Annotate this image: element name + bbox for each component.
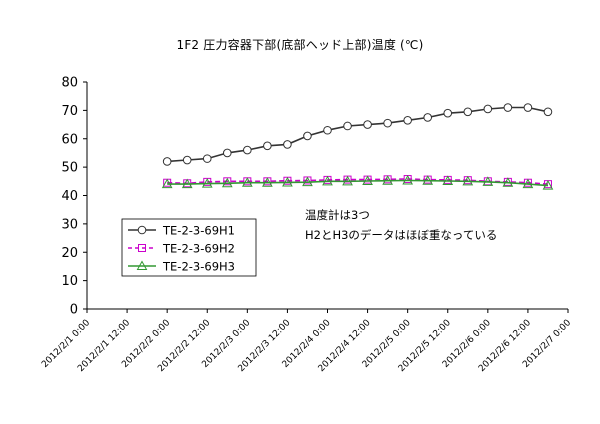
point-TE-2-3-69H3-6 — [282, 176, 293, 187]
point-TE-2-3-69H3-12 — [402, 174, 414, 185]
y-tick-label-6: 60 — [61, 132, 78, 147]
point-TE-2-3-69H3-18 — [522, 178, 534, 189]
series-line-TE-2-3-69H3 — [167, 179, 549, 187]
point-TE-2-3-69H3-13 — [422, 175, 434, 185]
point-TE-2-3-69H1-18 — [523, 103, 533, 112]
annotation-thermometer-count: 温度計は3つ — [305, 208, 370, 222]
legend-label-TE-2-3-69H2: TE-2-3-69H2 — [162, 242, 235, 256]
y-tick-label-1: 10 — [61, 274, 78, 289]
point-TE-2-3-69H1-17 — [503, 103, 513, 112]
point-TE-2-3-69H3-9 — [342, 175, 353, 186]
y-tick-label-2: 20 — [61, 246, 78, 261]
point-TE-2-3-69H1-2 — [202, 154, 212, 163]
point-TE-2-3-69H3-3 — [221, 177, 233, 188]
point-TE-2-3-69H1-3 — [222, 148, 232, 158]
point-TE-2-3-69H3-5 — [262, 177, 273, 187]
point-TE-2-3-69H1-16 — [483, 104, 493, 114]
point-TE-2-3-69H3-17 — [502, 177, 514, 187]
point-TE-2-3-69H3-11 — [382, 175, 393, 185]
y-tick-label-5: 50 — [61, 161, 78, 176]
y-tick-label-3: 30 — [61, 217, 78, 232]
point-TE-2-3-69H1-13 — [423, 113, 433, 122]
point-TE-2-3-69H3-7 — [302, 176, 313, 187]
point-TE-2-3-69H1-12 — [403, 116, 412, 125]
point-TE-2-3-69H1-19 — [543, 107, 553, 117]
point-TE-2-3-69H1-7 — [303, 131, 312, 141]
chart-title: 1F2 圧力容器下部(底部ヘッド上部)温度 (℃) — [176, 38, 424, 52]
point-TE-2-3-69H1-5 — [263, 141, 272, 151]
legend-marker-TE-2-3-69H1 — [137, 225, 147, 235]
legend-marker-TE-2-3-69H2 — [138, 244, 146, 252]
legend-marker-TE-2-3-69H3 — [136, 260, 148, 270]
annotation-overlap-note: H2とH3のデータはほぼ重なっている — [305, 228, 498, 242]
point-TE-2-3-69H3-2 — [201, 178, 213, 188]
point-TE-2-3-69H1-1 — [182, 155, 192, 165]
point-TE-2-3-69H1-4 — [243, 145, 252, 155]
y-tick-label-0: 0 — [70, 303, 78, 318]
point-TE-2-3-69H1-9 — [343, 121, 352, 131]
point-TE-2-3-69H1-6 — [283, 140, 292, 149]
point-TE-2-3-69H3-16 — [482, 176, 494, 186]
point-TE-2-3-69H3-8 — [322, 175, 333, 186]
point-TE-2-3-69H3-15 — [462, 175, 474, 186]
point-TE-2-3-69H1-0 — [162, 157, 172, 166]
point-TE-2-3-69H1-8 — [323, 125, 332, 135]
point-TE-2-3-69H3-14 — [442, 175, 454, 186]
legend-label-TE-2-3-69H3: TE-2-3-69H3 — [162, 260, 235, 274]
point-TE-2-3-69H1-11 — [383, 118, 392, 128]
legend-label-TE-2-3-69H1: TE-2-3-69H1 — [162, 224, 235, 238]
point-TE-2-3-69H3-0 — [161, 178, 173, 189]
point-TE-2-3-69H3-19 — [542, 180, 554, 190]
point-TE-2-3-69H1-10 — [363, 120, 372, 129]
point-TE-2-3-69H3-1 — [181, 178, 193, 189]
point-TE-2-3-69H3-10 — [362, 175, 373, 186]
y-tick-label-8: 80 — [61, 76, 78, 91]
y-tick-label-4: 40 — [61, 189, 78, 204]
point-TE-2-3-69H1-14 — [443, 108, 453, 118]
point-TE-2-3-69H3-4 — [241, 177, 253, 187]
point-TE-2-3-69H1-15 — [463, 107, 473, 117]
y-tick-label-7: 70 — [61, 104, 78, 119]
